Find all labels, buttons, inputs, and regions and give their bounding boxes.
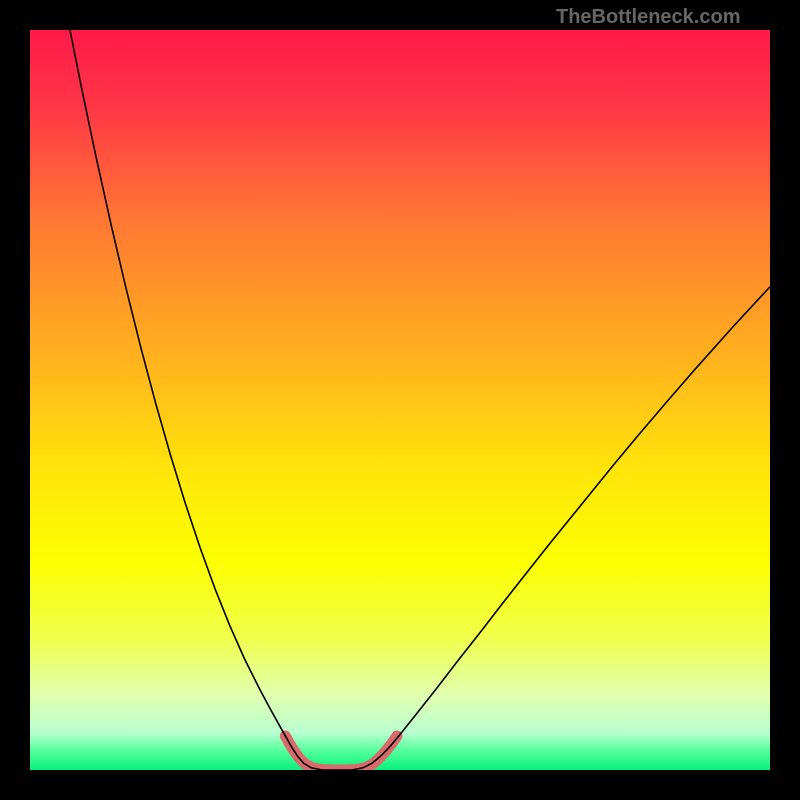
plot-background — [30, 30, 770, 770]
frame-bottom — [0, 770, 800, 800]
frame-left — [0, 0, 30, 800]
frame-right — [770, 0, 800, 800]
watermark-text: TheBottleneck.com — [556, 6, 740, 29]
chart-svg — [0, 0, 800, 800]
